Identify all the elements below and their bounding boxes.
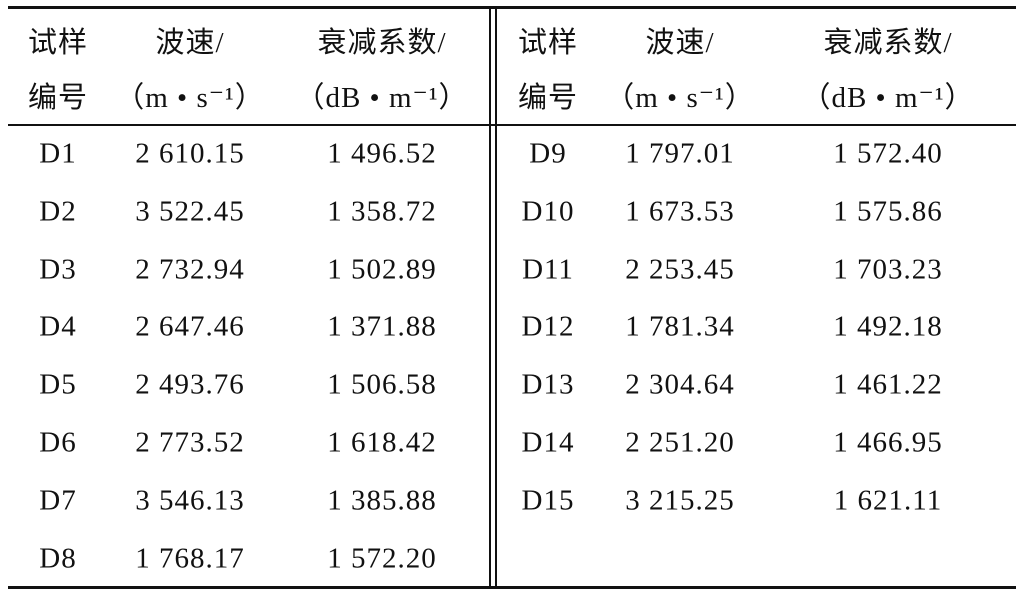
header-cell: （m • s⁻¹） — [115, 82, 265, 114]
table-cell: 1 781.34 — [625, 310, 735, 343]
table-cell: 1 492.18 — [833, 310, 943, 343]
top-rule — [8, 6, 1016, 9]
table-cell: 1 618.42 — [327, 426, 437, 459]
table-cell: D7 — [39, 484, 77, 517]
table-cell: D6 — [39, 426, 77, 459]
header-cell: 试样 — [27, 27, 89, 59]
table-cell: 1 496.52 — [327, 137, 437, 170]
table-cell: D3 — [39, 253, 77, 286]
table-cell: 2 304.64 — [625, 368, 735, 401]
table-cell: D10 — [521, 195, 575, 228]
table-cell: 1 358.72 — [327, 195, 437, 228]
header-cell: 波速/ — [155, 27, 225, 59]
table-cell: D14 — [521, 426, 575, 459]
table-cell: 2 647.46 — [135, 310, 245, 343]
header-cell: 波速/ — [645, 27, 715, 59]
table-cell: 1 621.11 — [833, 484, 943, 517]
table-cell: 2 251.20 — [625, 426, 735, 459]
header-cell: （m • s⁻¹） — [605, 82, 755, 114]
divider-line — [489, 8, 491, 588]
divider-line — [495, 8, 497, 588]
header-cell: （dB • m⁻¹） — [801, 82, 975, 114]
table-cell: 1 385.88 — [327, 484, 437, 517]
header-cell: 衰减系数/ — [823, 27, 953, 59]
table-cell: D11 — [522, 253, 574, 286]
table-cell: 2 610.15 — [135, 137, 245, 170]
table-cell: 1 768.17 — [135, 542, 245, 575]
header-cell: 编号 — [27, 82, 89, 114]
table-cell: D12 — [521, 310, 575, 343]
table-cell: 2 253.45 — [625, 253, 735, 286]
table-cell: D9 — [529, 137, 567, 170]
header-cell: 编号 — [517, 82, 579, 114]
table-cell: 1 371.88 — [327, 310, 437, 343]
table-cell: D13 — [521, 368, 575, 401]
table-cell: D1 — [39, 137, 77, 170]
table-cell: 3 215.25 — [625, 484, 735, 517]
table-cell: D8 — [39, 542, 77, 575]
table-cell: 1 572.40 — [833, 137, 943, 170]
header-rule — [8, 124, 1016, 126]
table-cell: D2 — [39, 195, 77, 228]
table-cell: 1 502.89 — [327, 253, 437, 286]
header-cell: （dB • m⁻¹） — [295, 82, 469, 114]
header-cell: 试样 — [517, 27, 579, 59]
table-cell: 1 797.01 — [625, 137, 735, 170]
bottom-rule — [8, 586, 1016, 589]
table-cell: 1 575.86 — [833, 195, 943, 228]
table-cell: 2 732.94 — [135, 253, 245, 286]
table-cell: 2 773.52 — [135, 426, 245, 459]
table-cell: 1 506.58 — [327, 368, 437, 401]
table-cell: D5 — [39, 368, 77, 401]
table-cell: D15 — [521, 484, 575, 517]
table-cell: 3 546.13 — [135, 484, 245, 517]
table-cell: 1 461.22 — [833, 368, 943, 401]
table-cell: D4 — [39, 310, 77, 343]
table-cell: 3 522.45 — [135, 195, 245, 228]
table-cell: 2 493.76 — [135, 368, 245, 401]
table-cell: 1 673.53 — [625, 195, 735, 228]
table-cell: 1 572.20 — [327, 542, 437, 575]
header-cell: 衰减系数/ — [317, 27, 447, 59]
table-cell: 1 466.95 — [833, 426, 943, 459]
table-cell: 1 703.23 — [833, 253, 943, 286]
